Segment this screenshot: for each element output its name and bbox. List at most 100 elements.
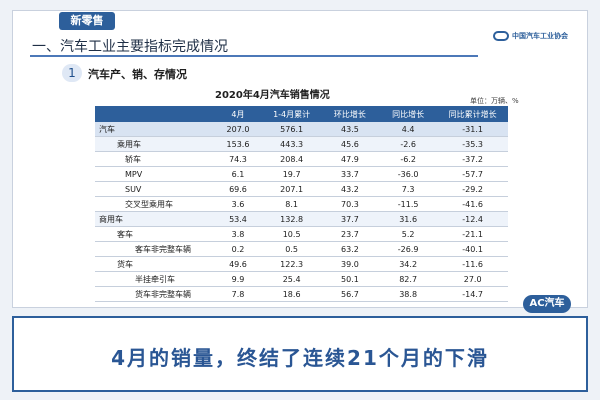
table-cell: 3.8 <box>213 226 263 242</box>
table-cell: 49.6 <box>213 256 263 272</box>
header-cell: 4月 <box>213 106 263 122</box>
table-cell: 31.6 <box>378 211 438 227</box>
table-cell: -35.3 <box>437 136 508 152</box>
table-cell: 70.3 <box>320 196 379 212</box>
table-cell: -57.7 <box>437 166 508 182</box>
header-cell: 1-4月累计 <box>262 106 321 122</box>
table-cell: 8.1 <box>262 196 321 212</box>
table-cell: 132.8 <box>262 211 321 227</box>
table-cell: 18.6 <box>262 286 321 302</box>
table-row: 汽车 207.0 576.1 43.5 4.4 -31.1 <box>95 122 508 137</box>
row-label: 交叉型乘用车 <box>95 196 214 212</box>
table-cell: 63.2 <box>320 241 379 257</box>
row-label: 客车 <box>95 226 214 242</box>
table-unit: 单位：万辆、% <box>470 97 519 105</box>
table-cell: 3.6 <box>213 196 263 212</box>
table-cell: -12.4 <box>437 211 508 227</box>
table-cell: 45.6 <box>320 136 379 152</box>
table-cell: 39.0 <box>320 256 379 272</box>
table-cell: 74.3 <box>213 151 263 167</box>
table-cell: 0.5 <box>262 241 321 257</box>
row-label: 汽车 <box>95 122 214 137</box>
table-cell: 6.1 <box>213 166 263 182</box>
table-cell: 10.5 <box>262 226 321 242</box>
row-label: 客车非完整车辆 <box>95 241 214 257</box>
table-cell: 43.2 <box>320 181 379 197</box>
header-cell: 同比累计增长 <box>437 106 508 122</box>
step-title: 汽车产、销、存情况 <box>88 68 187 81</box>
table-cell: 53.4 <box>213 211 263 227</box>
table-cell: -2.6 <box>378 136 438 152</box>
caam-logo-icon <box>493 31 509 41</box>
sales-table: 4月 1-4月累计 环比增长 同比增长 同比累计增长 汽车 207.0 576.… <box>95 106 508 302</box>
table-cell: 0.2 <box>213 241 263 257</box>
step-number: 1 <box>62 64 82 82</box>
table-cell: 43.5 <box>320 122 379 137</box>
header-cell: 同比增长 <box>378 106 438 122</box>
table-cell: 7.3 <box>378 181 438 197</box>
row-label: 轿车 <box>95 151 214 167</box>
brand-name: 中国汽车工业协会 <box>512 32 568 40</box>
table-row: 轿车 74.3 208.4 47.9 -6.2 -37.2 <box>95 151 508 167</box>
table-cell: -21.1 <box>437 226 508 242</box>
table-cell: -14.7 <box>437 286 508 302</box>
table-cell: 69.6 <box>213 181 263 197</box>
row-label: 货车 <box>95 256 214 272</box>
row-label: 半挂牵引车 <box>95 271 214 287</box>
table-cell: 443.3 <box>262 136 321 152</box>
table-cell: 25.4 <box>262 271 321 287</box>
table-cell: 9.9 <box>213 271 263 287</box>
table-cell: 4.4 <box>378 122 438 137</box>
brand-logo: 中国汽车工业协会 <box>493 31 568 41</box>
table-row: 乘用车 153.6 443.3 45.6 -2.6 -35.3 <box>95 136 508 152</box>
table-cell: 23.7 <box>320 226 379 242</box>
header-cell <box>95 106 214 122</box>
table-row: 货车 49.6 122.3 39.0 34.2 -11.6 <box>95 256 508 272</box>
table-cell: 50.1 <box>320 271 379 287</box>
table-header-row: 4月 1-4月累计 环比增长 同比增长 同比累计增长 <box>95 106 508 122</box>
table-cell: 56.7 <box>320 286 379 302</box>
table-cell: -37.2 <box>437 151 508 167</box>
table-cell: 207.1 <box>262 181 321 197</box>
table-row: 商用车 53.4 132.8 37.7 31.6 -12.4 <box>95 211 508 227</box>
header-cell: 环比增长 <box>320 106 379 122</box>
table-cell: -40.1 <box>437 241 508 257</box>
table-cell: 37.7 <box>320 211 379 227</box>
section-title: 一、汽车工业主要指标完成情况 <box>32 39 228 55</box>
table-cell: 208.4 <box>262 151 321 167</box>
table-cell: -11.5 <box>378 196 438 212</box>
table-cell: -31.1 <box>437 122 508 137</box>
table-cell: 27.0 <box>437 271 508 287</box>
table-cell: 576.1 <box>262 122 321 137</box>
headline-text: 4月的销量，终结了连续21个月的下滑 <box>111 346 489 370</box>
table-row: 客车非完整车辆 0.2 0.5 63.2 -26.9 -40.1 <box>95 241 508 257</box>
table-cell: -41.6 <box>437 196 508 212</box>
headline-banner: 4月的销量，终结了连续21个月的下滑 <box>12 316 588 392</box>
table-cell: 82.7 <box>378 271 438 287</box>
table-row: 半挂牵引车 9.9 25.4 50.1 82.7 27.0 <box>95 271 508 287</box>
section-divider <box>30 55 478 57</box>
row-label: SUV <box>95 181 214 197</box>
table-cell: 5.2 <box>378 226 438 242</box>
table-title: 2020年4月汽车销售情况 <box>215 90 330 101</box>
table-row: MPV 6.1 19.7 33.7 -36.0 -57.7 <box>95 166 508 182</box>
table-cell: 38.8 <box>378 286 438 302</box>
table-cell: -29.2 <box>437 181 508 197</box>
table-cell: -11.6 <box>437 256 508 272</box>
table-cell: -26.9 <box>378 241 438 257</box>
row-label: 乘用车 <box>95 136 214 152</box>
table-cell: 7.8 <box>213 286 263 302</box>
table-cell: -6.2 <box>378 151 438 167</box>
row-label: MPV <box>95 166 214 182</box>
table-row: SUV 69.6 207.1 43.2 7.3 -29.2 <box>95 181 508 197</box>
row-label: 货车非完整车辆 <box>95 286 214 302</box>
table-cell: 34.2 <box>378 256 438 272</box>
row-label: 商用车 <box>95 211 214 227</box>
table-cell: 122.3 <box>262 256 321 272</box>
table-row: 货车非完整车辆 7.8 18.6 56.7 38.8 -14.7 <box>95 286 508 302</box>
table-cell: 33.7 <box>320 166 379 182</box>
table-cell: -36.0 <box>378 166 438 182</box>
table-row: 客车 3.8 10.5 23.7 5.2 -21.1 <box>95 226 508 242</box>
table-row: 交叉型乘用车 3.6 8.1 70.3 -11.5 -41.6 <box>95 196 508 212</box>
table-cell: 47.9 <box>320 151 379 167</box>
